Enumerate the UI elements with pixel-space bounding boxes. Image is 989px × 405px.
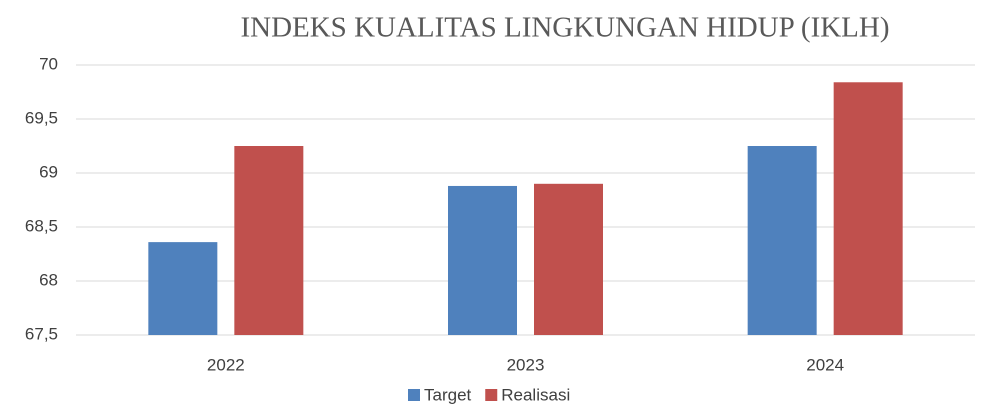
legend-label: Target — [424, 385, 472, 404]
bar — [747, 146, 817, 335]
legend-swatch — [485, 389, 498, 401]
y-tick-label: 68,5 — [25, 216, 58, 235]
bar — [448, 185, 517, 335]
x-tick-label: 2022 — [207, 355, 245, 374]
chart-title: INDEKS KUALITAS LINGKUNGAN HIDUP (IKLH) — [240, 12, 889, 44]
y-tick-label: 69,5 — [25, 108, 58, 127]
bar — [234, 146, 304, 335]
bar — [148, 242, 218, 335]
x-tick-label: 2023 — [507, 355, 545, 374]
y-tick-label: 68 — [39, 270, 58, 289]
legend-label: Realisasi — [501, 385, 570, 404]
y-tick-label: 67,5 — [25, 324, 58, 343]
legend-swatch — [408, 389, 420, 401]
y-tick-label: 70 — [39, 54, 58, 73]
x-tick-label: 2024 — [806, 355, 844, 374]
bar — [833, 82, 903, 335]
y-tick-label: 69 — [39, 162, 58, 181]
bar — [534, 183, 603, 335]
